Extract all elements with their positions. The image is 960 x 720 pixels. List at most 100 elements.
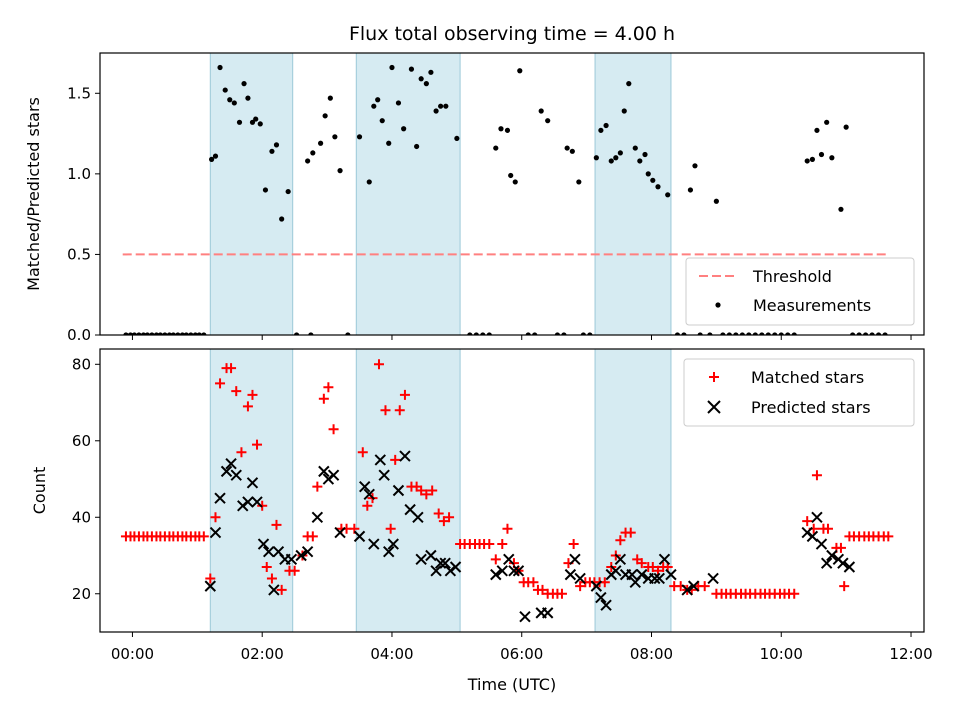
- x-tick-label: 02:00: [241, 645, 284, 663]
- predicted-star-point: [353, 530, 366, 543]
- predicted-star-point: [295, 549, 307, 562]
- predicted-star-point: [301, 545, 314, 558]
- measurement-point: [642, 151, 648, 158]
- matched-star-point: [231, 386, 242, 397]
- measurement-point: [345, 332, 351, 335]
- measurement-point: [829, 155, 835, 161]
- measurement-point: [569, 148, 575, 154]
- matched-star-point: [699, 581, 710, 592]
- predicted-star-point: [334, 526, 346, 539]
- measurement-point: [512, 179, 518, 185]
- measurement-point: [517, 68, 523, 74]
- measurement-point: [144, 332, 150, 335]
- matched-star-point: [568, 539, 579, 550]
- predicted-star-point: [806, 530, 819, 543]
- measurement-point: [486, 332, 492, 335]
- measurement-point: [236, 119, 243, 125]
- measurement-point: [824, 119, 830, 125]
- measurement-point: [136, 332, 142, 335]
- measurement-point: [257, 121, 263, 127]
- predicted-star-point: [204, 580, 217, 592]
- measurement-point: [379, 118, 385, 124]
- measurement-point: [386, 140, 392, 146]
- matched-star-point: [205, 573, 216, 584]
- predicted-star-point: [564, 568, 577, 581]
- measurement-point: [212, 153, 219, 159]
- predicted-star-point: [439, 557, 451, 569]
- measurement-point: [433, 108, 439, 114]
- matched-star-point: [575, 581, 586, 592]
- measurement-point: [856, 332, 862, 335]
- measurement-point: [201, 332, 207, 335]
- matched-star-point: [636, 558, 647, 569]
- matched-star-point: [362, 500, 373, 511]
- matched-star-point: [385, 523, 396, 534]
- measurement-point: [149, 332, 155, 335]
- shaded-window: [355, 52, 461, 336]
- predicted-star-point: [665, 568, 677, 581]
- predicted-star-point: [230, 469, 242, 481]
- measurement-point: [170, 332, 176, 335]
- measurement-point: [322, 113, 328, 119]
- shaded-window: [594, 52, 672, 336]
- measurement-point: [414, 143, 420, 150]
- predicted-star-point: [327, 469, 340, 481]
- predicted-star-point: [311, 511, 324, 523]
- measurement-point: [227, 97, 233, 103]
- measurement-point: [196, 332, 202, 335]
- predicted-star-point: [392, 484, 405, 497]
- measurement-point: [285, 188, 291, 195]
- measurement-point: [863, 332, 869, 335]
- predicted-star-point: [399, 450, 411, 462]
- x-tick-label: 04:00: [370, 645, 413, 663]
- legend-measurement-label: Measurements: [753, 296, 871, 315]
- matched-star-point: [271, 519, 282, 530]
- predicted-star-point: [490, 568, 502, 581]
- measurement-point: [733, 332, 739, 335]
- legend-threshold-label: Threshold: [752, 267, 832, 286]
- legend-matched-label: Matched stars: [751, 368, 864, 387]
- matched-star-point: [318, 393, 329, 404]
- predicted-star-point: [541, 607, 554, 619]
- measurement-point: [692, 163, 698, 169]
- measurement-point: [655, 184, 661, 190]
- measurement-point: [545, 118, 551, 124]
- measurement-point: [608, 158, 614, 164]
- x-tick-label: 08:00: [630, 645, 673, 663]
- measurement-point: [772, 332, 778, 335]
- measurement-point: [843, 124, 849, 130]
- shaded-window: [594, 348, 672, 633]
- matched-star-point: [266, 573, 277, 584]
- matched-star-point: [312, 481, 323, 492]
- predicted-star-point: [600, 599, 612, 611]
- predicted-star-point: [653, 572, 665, 585]
- matched-star-point: [537, 584, 548, 595]
- measurement-point: [217, 64, 223, 71]
- y-tick-label: 40: [72, 508, 91, 526]
- predicted-star-point: [214, 492, 226, 504]
- measurement-point: [317, 140, 324, 146]
- predicted-star-point: [503, 553, 515, 566]
- measurement-point: [538, 108, 544, 114]
- measurement-point: [208, 156, 215, 162]
- predicted-star-point: [658, 553, 671, 566]
- matched-star-point: [433, 508, 444, 519]
- predicted-star-point: [610, 565, 622, 577]
- matched-star-point: [444, 512, 455, 523]
- measurement-point: [632, 145, 638, 151]
- measurement-point: [408, 66, 415, 72]
- matched-star-point: [615, 535, 626, 546]
- matched-star-point: [811, 470, 822, 481]
- predicted-star-point: [843, 561, 856, 573]
- matched-star-point: [236, 447, 247, 458]
- predicted-star-point: [636, 568, 648, 581]
- measurement-point: [179, 332, 185, 335]
- measurement-point: [875, 332, 882, 335]
- axes-frame: [99, 348, 925, 633]
- matched-star-point: [373, 359, 384, 370]
- legend-box: [683, 358, 915, 427]
- measurement-point: [389, 64, 395, 71]
- measurement-point: [153, 332, 160, 335]
- measurement-point: [713, 198, 719, 204]
- measurement-point: [310, 150, 316, 156]
